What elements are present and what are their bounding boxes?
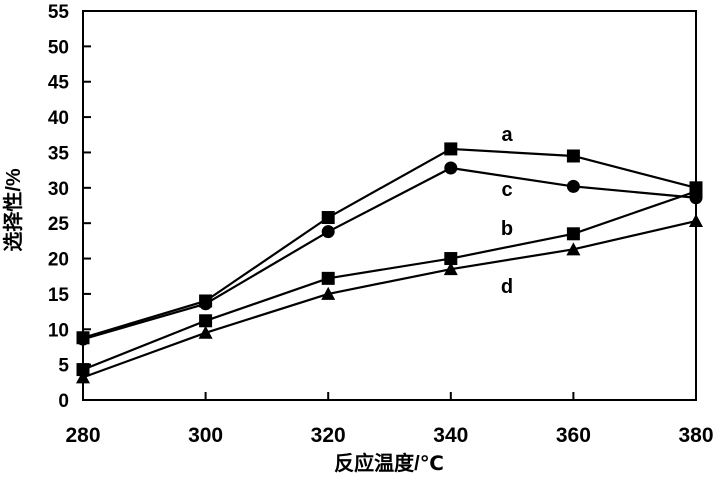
data-point-d-380 xyxy=(689,214,703,228)
data-point-d-280 xyxy=(76,370,90,384)
series-label-b: b xyxy=(501,218,513,240)
data-point-b-280 xyxy=(76,363,90,377)
data-point-b-360 xyxy=(566,227,580,241)
series-label-c: c xyxy=(501,179,512,201)
x-tick-label: 380 xyxy=(678,424,713,447)
label-layer: 反应温度/℃ 选择性/% a cb d xyxy=(2,124,513,475)
plot-frame xyxy=(82,10,697,401)
y-tick-label: 20 xyxy=(48,250,69,271)
series-label-d: d xyxy=(501,276,513,298)
data-point-b-380 xyxy=(689,184,703,198)
series-b xyxy=(76,184,703,377)
data-point-d-360 xyxy=(566,242,581,256)
y-tick-label: 25 xyxy=(48,214,70,235)
series-line-c xyxy=(81,166,698,341)
series-c xyxy=(76,161,703,346)
x-axis-title: 反应温度/℃ xyxy=(334,451,444,475)
y-tick-label: 35 xyxy=(48,143,70,164)
x-tick-label: 300 xyxy=(188,424,223,447)
plot-border xyxy=(82,10,697,401)
data-point-d-300 xyxy=(198,325,213,339)
y-tick-label: 55 xyxy=(48,2,70,23)
data-point-b-340 xyxy=(444,252,458,266)
data-point-b-300 xyxy=(199,314,213,328)
y-tick-label: 50 xyxy=(48,37,69,58)
data-point-a-360 xyxy=(566,149,580,163)
data-point-c-320 xyxy=(321,225,335,239)
data-point-c-280 xyxy=(76,332,90,346)
data-point-a-340 xyxy=(444,142,458,156)
x-tick-label: 360 xyxy=(556,424,591,447)
data-point-d-340 xyxy=(443,262,458,276)
data-point-a-320 xyxy=(321,211,335,225)
data-point-c-300 xyxy=(199,297,213,311)
y-tick-label: 40 xyxy=(48,108,69,129)
series-line-b xyxy=(81,190,698,371)
x-axis: 280 300 320 340 360 380 xyxy=(65,392,714,447)
y-tick-label: 15 xyxy=(48,285,70,306)
y-tick-label: 0 xyxy=(58,391,69,412)
data-point-d-320 xyxy=(321,286,336,300)
y-tick-label: 5 xyxy=(58,356,69,377)
series-label-a: a xyxy=(501,124,513,146)
x-tick-label: 340 xyxy=(433,424,468,447)
y-tick-label: 10 xyxy=(48,320,69,341)
y-tick-label: 45 xyxy=(48,73,70,94)
series-line-d xyxy=(81,219,698,379)
x-tick-label: 320 xyxy=(311,424,346,447)
data-point-c-360 xyxy=(566,179,580,193)
y-tick-label: 30 xyxy=(48,179,69,200)
y-axis-title: 选择性/% xyxy=(2,168,25,252)
data-point-b-320 xyxy=(321,271,335,285)
x-tick-label: 280 xyxy=(65,424,100,447)
series-line-a xyxy=(81,147,698,339)
series-layer xyxy=(76,142,703,384)
data-point-c-340 xyxy=(444,161,458,175)
y-axis: 0 5 10 15 20 25 30 35 40 45 50 55 xyxy=(48,2,91,412)
series-d xyxy=(76,214,703,384)
